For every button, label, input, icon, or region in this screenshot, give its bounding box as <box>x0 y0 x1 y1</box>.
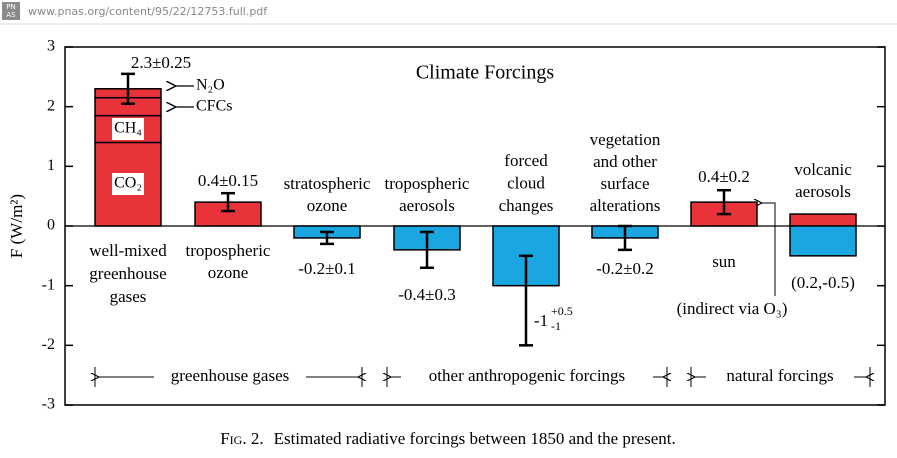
label: 0.4±0.15 <box>198 171 258 190</box>
label: and other <box>593 152 657 171</box>
label: gases <box>110 287 147 306</box>
error-bar <box>717 188 731 216</box>
label: CO₂ <box>114 175 142 192</box>
label: tropospheric <box>385 174 470 193</box>
caption-label: Fig. 2. <box>220 429 263 448</box>
top-bar: PN AS www.pnas.org/content/95/22/12753.f… <box>0 2 897 25</box>
label: ozone <box>307 196 348 215</box>
error-bar <box>519 254 533 347</box>
y-tick-label: 2 <box>47 97 55 114</box>
label: tropospheric <box>186 241 271 260</box>
y-tick-label: -2 <box>42 336 55 353</box>
y-tick-label: 3 <box>47 38 55 55</box>
label: changes <box>499 196 554 215</box>
label: sun <box>712 252 736 271</box>
y-tick-label: -3 <box>42 396 55 413</box>
label: CH₄ <box>114 120 142 137</box>
label: -0.2±0.2 <box>596 259 654 278</box>
label: -1 <box>534 311 548 330</box>
label-box <box>112 173 144 195</box>
label: well-mixed <box>89 241 167 260</box>
y-tick-label: 1 <box>47 157 55 174</box>
y-tick-label: -1 <box>42 276 55 293</box>
y-tick-label: 0 <box>47 217 55 234</box>
label: 2.3±0.25 <box>131 53 191 72</box>
group-label: greenhouse gases <box>171 366 290 385</box>
label: -0.4±0.3 <box>398 285 456 304</box>
label: volcanic <box>794 160 852 179</box>
chart-title: Climate Forcings <box>416 62 555 84</box>
icon-text: PN <box>6 3 15 11</box>
label: -1 <box>551 319 561 333</box>
note-arrow <box>762 203 776 296</box>
label: surface <box>600 174 649 193</box>
bar <box>789 225 857 257</box>
label: alterations <box>590 196 661 215</box>
label: +0.5 <box>551 304 573 318</box>
label: aerosols <box>795 182 851 201</box>
label: ozone <box>208 263 249 282</box>
caption-text: Estimated radiative forcings between 185… <box>274 429 676 448</box>
group-label: natural forcings <box>726 366 833 385</box>
label: stratospheric <box>284 174 371 193</box>
site-icon <box>2 2 20 20</box>
error-bar <box>420 230 434 270</box>
label: (0.2,-0.5) <box>791 273 855 292</box>
error-bar <box>618 224 632 252</box>
label: forced <box>504 151 548 170</box>
label: aerosols <box>399 196 455 215</box>
group-label: other anthropogenic forcings <box>429 366 625 385</box>
error-bar <box>121 72 135 105</box>
caption: Fig. 2. Estimated radiative forcings betw… <box>220 429 676 448</box>
label: CFCs <box>196 98 232 115</box>
label: greenhouse <box>89 264 166 283</box>
icon-text: AS <box>6 11 16 19</box>
error-bar <box>221 191 235 213</box>
label-box <box>112 118 144 140</box>
url[interactable]: www.pnas.org/content/95/22/12753.full.pd… <box>28 5 268 18</box>
label: (indirect via O₃) <box>677 299 788 318</box>
bar <box>789 213 857 227</box>
label: cloud <box>507 173 545 192</box>
y-axis-label: F (W/m²) <box>7 194 26 258</box>
label: vegetation <box>590 130 661 149</box>
label: -0.2±0.1 <box>298 259 356 278</box>
label: N₂O <box>196 77 225 94</box>
label: 0.4±0.2 <box>698 167 750 186</box>
error-bar <box>320 230 334 246</box>
